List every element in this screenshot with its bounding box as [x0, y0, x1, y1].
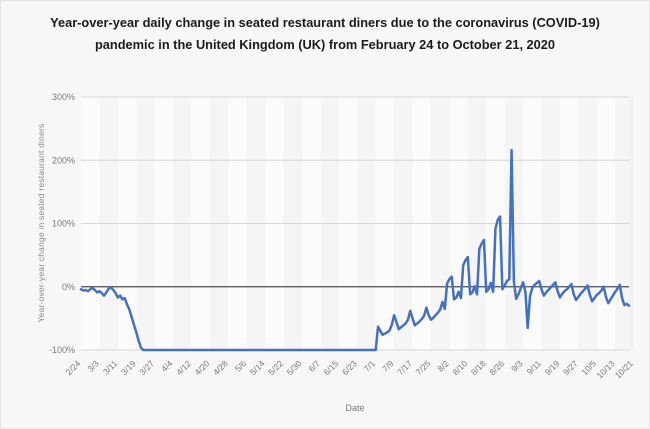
x-axis-title: Date [345, 403, 365, 413]
x-tick-label: 7/9 [380, 358, 396, 374]
x-tick-label: 3/3 [85, 358, 101, 374]
x-tick-label: 5/30 [285, 358, 304, 377]
y-tick-label: 0% [62, 282, 75, 292]
x-tick-label: 7/1 [362, 358, 378, 374]
x-tick-label: 7/25 [414, 358, 433, 377]
x-tick-label: 8/26 [487, 358, 506, 377]
x-tick-label: 3/11 [101, 358, 120, 377]
x-tick-label: 7/17 [395, 358, 414, 377]
x-tick-label: 8/18 [469, 358, 488, 377]
y-tick-label: -100% [49, 345, 75, 355]
x-tick-label: 5/22 [266, 358, 285, 377]
x-tick-label: 5/14 [248, 358, 267, 377]
y-tick-label: 100% [52, 219, 75, 229]
x-tick-label: 10/13 [594, 358, 616, 380]
x-tick-label: 4/12 [174, 358, 193, 377]
y-axis-title: Year-over-year change in seated restaura… [36, 123, 46, 323]
x-tick-label: 9/27 [561, 358, 580, 377]
x-tick-label: 3/19 [119, 358, 138, 377]
x-tick-label: 9/3 [509, 358, 525, 374]
x-tick-label: 6/23 [340, 358, 359, 377]
x-tick-label: 4/28 [211, 358, 230, 377]
x-tick-label: 8/10 [450, 358, 469, 377]
x-tick-label: 9/19 [543, 358, 562, 377]
x-tick-label: 9/11 [525, 358, 544, 377]
x-tick-label: 4/20 [193, 358, 212, 377]
x-tick-label: 5/6 [233, 358, 249, 374]
y-tick-label: 200% [52, 155, 75, 165]
x-tick-label: 10/21 [613, 358, 635, 380]
x-tick-label: 4/4 [159, 358, 175, 374]
y-tick-label: 300% [52, 92, 75, 102]
x-tick-label: 6/7 [306, 358, 322, 374]
x-tick-label: 8/2 [435, 358, 451, 374]
x-tick-label: 3/27 [137, 358, 156, 377]
x-tick-label: 6/15 [322, 358, 341, 377]
x-tick-label: 2/24 [64, 358, 83, 377]
chart-title: Year-over-year daily change in seated re… [50, 15, 600, 52]
data-line-series [79, 148, 631, 352]
